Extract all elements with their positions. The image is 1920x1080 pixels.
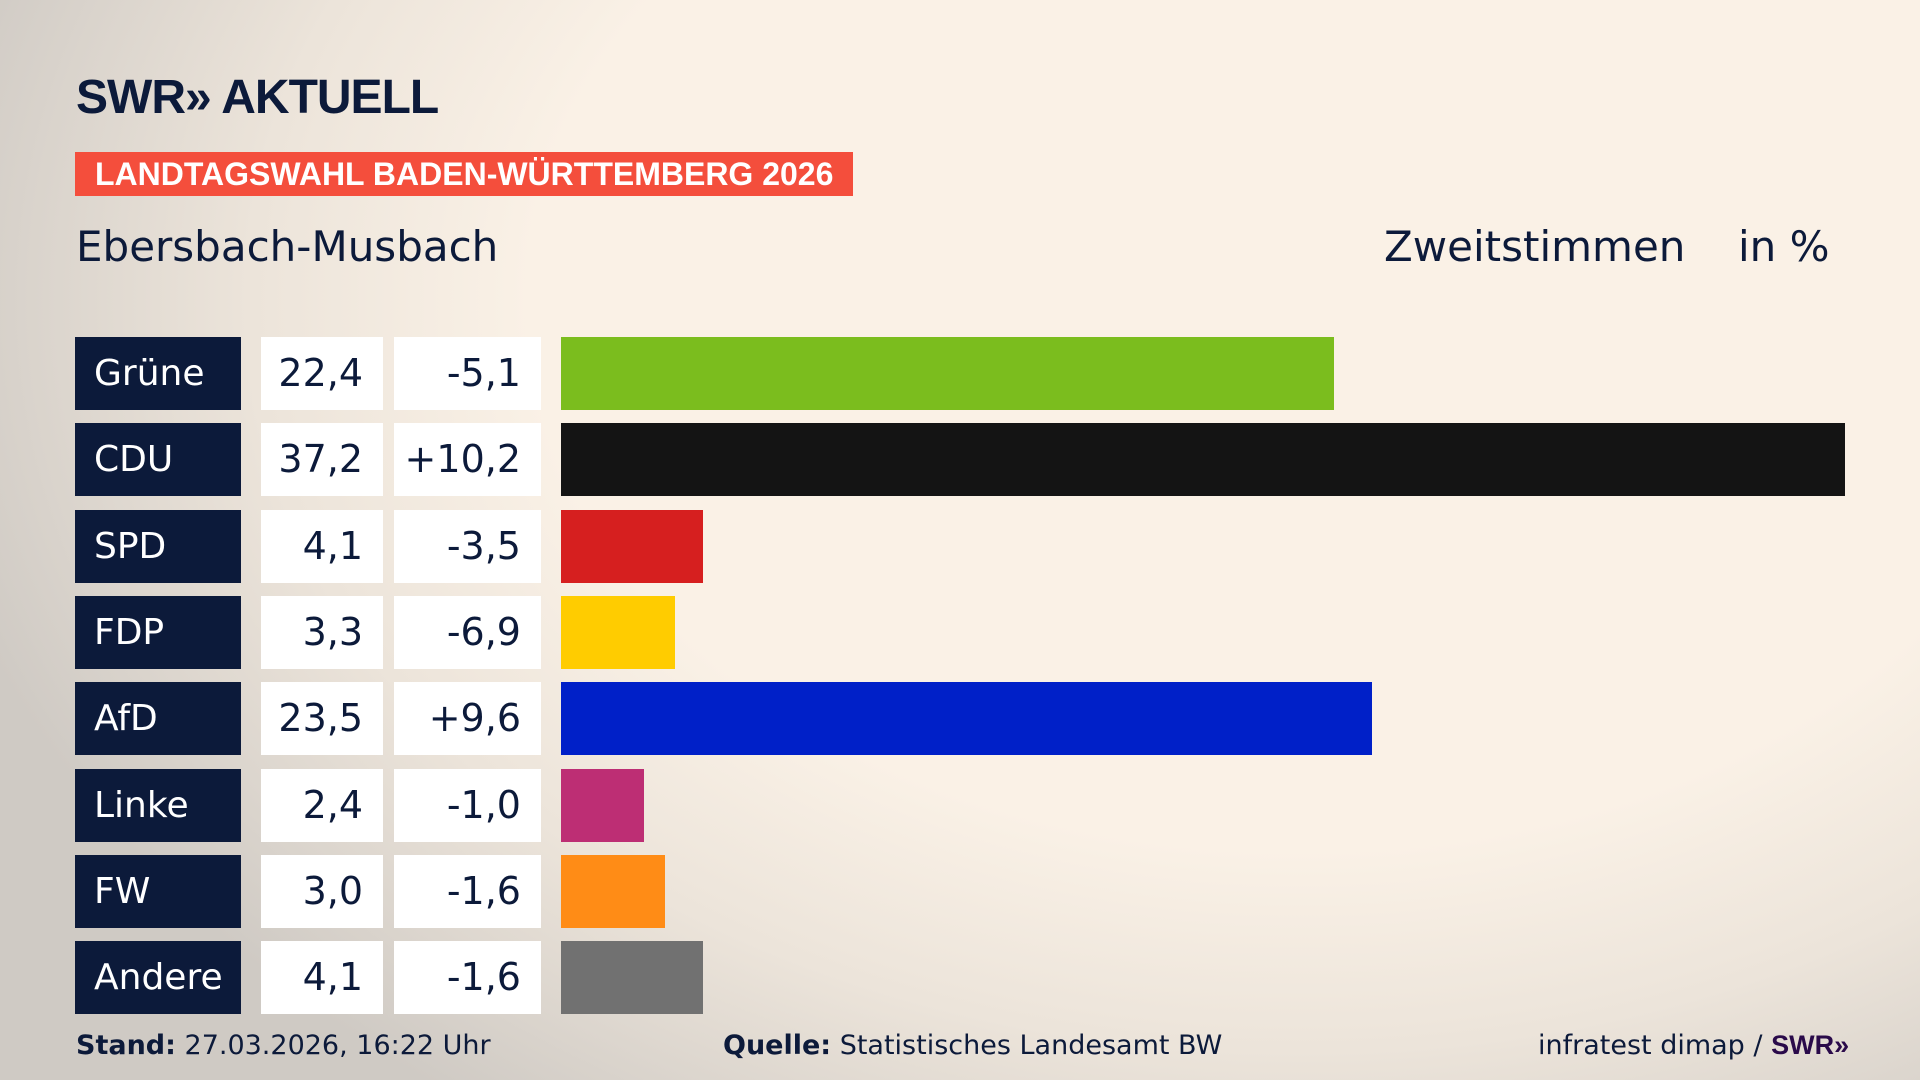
bar <box>561 337 1335 410</box>
diff-label: -1,0 <box>394 768 541 842</box>
bar <box>561 941 703 1015</box>
swr-logo-small: SWR» <box>1771 1030 1850 1060</box>
swr-aktuell-logo: SWR» AKTUELL <box>76 71 439 124</box>
value-label: 23,5 <box>261 682 383 756</box>
unit-label: in % <box>1738 222 1830 271</box>
party-label: Linke <box>75 768 241 842</box>
diff-label: +9,6 <box>394 682 541 756</box>
party-label: FW <box>75 854 241 928</box>
diff-label: -1,6 <box>394 941 541 1015</box>
stand-value: 27.03.2026, 16:22 Uhr <box>184 1030 491 1061</box>
party-label: SPD <box>75 509 241 583</box>
value-label: 4,1 <box>261 941 383 1015</box>
value-label: 2,4 <box>261 768 383 842</box>
party-label: Grüne <box>75 337 241 410</box>
bar <box>561 682 1373 756</box>
diff-label: -6,9 <box>394 595 541 669</box>
stand-label: Stand: <box>76 1030 176 1061</box>
value-label: 4,1 <box>261 509 383 583</box>
value-label: 22,4 <box>261 337 383 410</box>
diff-label: -3,5 <box>394 509 541 583</box>
region-title: Ebersbach-Musbach <box>76 222 499 271</box>
bar <box>561 768 644 842</box>
bar <box>561 854 665 928</box>
source-value: Statistisches Landesamt BW <box>839 1030 1223 1061</box>
value-label: 37,2 <box>261 423 383 497</box>
party-label: AfD <box>75 682 241 756</box>
election-banner: LANDTAGSWAHL BADEN-WÜRTTEMBERG 2026 <box>75 152 854 196</box>
source: Quelle: Statistisches Landesamt BW <box>723 1030 1222 1061</box>
bar <box>561 509 703 583</box>
party-label: Andere <box>75 941 241 1015</box>
party-label: CDU <box>75 423 241 497</box>
party-label: FDP <box>75 595 241 669</box>
value-label: 3,0 <box>261 854 383 928</box>
credit: infratest dimap / SWR» <box>1538 1030 1849 1061</box>
diff-label: -1,6 <box>394 854 541 928</box>
bar <box>561 423 1845 497</box>
timestamp: Stand: 27.03.2026, 16:22 Uhr <box>76 1030 491 1061</box>
diff-label: +10,2 <box>394 423 541 497</box>
bar <box>561 595 675 669</box>
diff-label: -5,1 <box>394 337 541 410</box>
source-label: Quelle: <box>723 1030 832 1061</box>
value-label: 3,3 <box>261 595 383 669</box>
credit-text: infratest dimap / <box>1538 1030 1772 1061</box>
vote-type: Zweitstimmen <box>1384 222 1686 271</box>
